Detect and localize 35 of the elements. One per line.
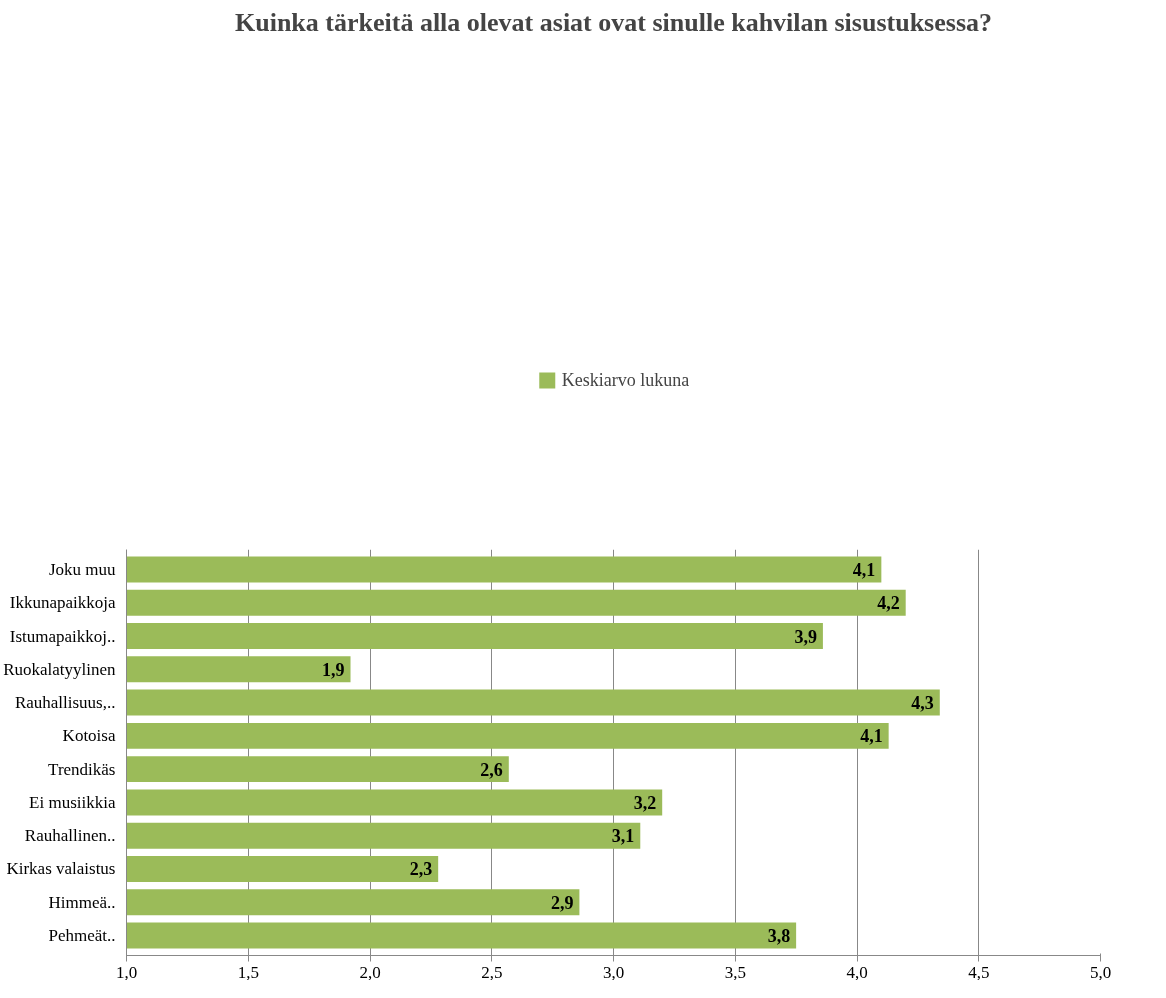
y-tick-label: Rauhallisuus,.. <box>14 693 116 713</box>
data-label: 3,8 <box>767 926 791 947</box>
y-tick-label: Kirkas valaistus <box>6 859 116 879</box>
data-label: 3,9 <box>794 626 817 647</box>
y-tick-label: Trendikäs <box>48 759 116 779</box>
y-tick-label: Himmeä.. <box>48 892 116 912</box>
x-tick-label: 2,0 <box>359 962 381 982</box>
data-label: 2,3 <box>409 859 433 880</box>
data-label: 4,1 <box>860 726 883 747</box>
y-tick-label: Kotoisa <box>62 726 116 746</box>
y-tick-label: Joku muu <box>48 559 116 579</box>
data-label: 4,2 <box>877 593 900 614</box>
x-tick-label: 3,0 <box>602 962 625 982</box>
data-label: 4,3 <box>911 693 934 714</box>
x-tick-label: 4,0 <box>846 962 868 982</box>
y-tick-label: Istumapaikkoj.. <box>9 626 116 646</box>
y-tick-label: Pehmeät.. <box>48 926 116 946</box>
x-tick-label: 5,0 <box>1089 962 1112 982</box>
data-label: 4,1 <box>852 559 876 580</box>
data-label: 3,1 <box>611 826 635 847</box>
data-label: 1,9 <box>322 659 345 680</box>
x-tick-label: 2,5 <box>481 962 503 982</box>
x-tick-label: 1,0 <box>115 962 138 982</box>
x-tick-label: 1,5 <box>237 962 259 982</box>
chart-title: Kuinka tärkeitä alla olevat asiat ovat sinulle kahvilan sisustuksessa? <box>234 7 993 37</box>
data-label: 2,9 <box>550 892 574 913</box>
y-tick-label: Ruokalatyylinen <box>3 659 116 679</box>
x-tick-label: 3,5 <box>724 962 746 982</box>
y-tick-label: Rauhallinen.. <box>24 826 116 846</box>
data-label: 3,2 <box>633 792 657 813</box>
y-tick-label: Ikkunapaikkoja <box>9 593 116 613</box>
y-tick-label: Ei musiikkia <box>29 792 116 812</box>
legend-label: Keskiarvo lukuna <box>561 369 690 391</box>
data-label: 2,6 <box>480 759 503 780</box>
x-tick-label: 4,5 <box>968 962 990 982</box>
